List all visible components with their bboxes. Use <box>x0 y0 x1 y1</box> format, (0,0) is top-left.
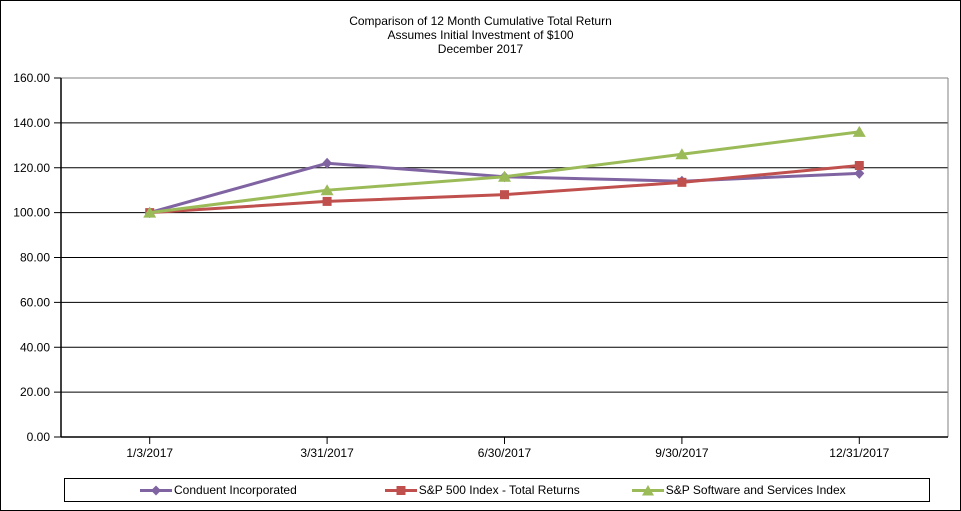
series-1-marker-square <box>677 177 687 187</box>
series-2-marker-triangle <box>143 206 157 218</box>
x-axis-label: 1/3/2017 <box>126 446 173 460</box>
legend-label: S&P 500 Index - Total Returns <box>418 483 580 497</box>
y-axis-label: 60.00 <box>20 295 50 309</box>
legend-diamond-icon <box>151 485 161 495</box>
legend-triangle-icon <box>641 484 654 495</box>
x-axis-label: 12/31/2017 <box>829 446 889 460</box>
series-2-marker-triangle <box>675 148 689 160</box>
legend-label: Conduent Incorporated <box>174 483 297 497</box>
x-axis-label: 9/30/2017 <box>655 446 709 460</box>
series-0-marker-diamond <box>854 167 865 179</box>
y-axis-label: 120.00 <box>13 161 50 175</box>
legend-item-1: S&P 500 Index - Total Returns <box>384 483 580 497</box>
series-2-marker-triangle <box>852 125 866 137</box>
x-axis-label: 6/30/2017 <box>478 446 532 460</box>
legend-marker-icon <box>140 485 172 495</box>
y-axis-label: 160.00 <box>13 71 50 85</box>
x-axis-label: 3/31/2017 <box>300 446 354 460</box>
legend-marker-icon <box>384 485 417 495</box>
chart-legend: Conduent Incorporated S&P 500 Index - Tot… <box>64 478 930 502</box>
chart-title-block: Comparison of 12 Month Cumulative Total … <box>1 14 960 56</box>
legend-label: S&P Software and Services Index <box>665 483 846 497</box>
series-0-marker-diamond <box>322 157 333 169</box>
chart-subtitle: Assumes Initial Investment of $100 <box>387 28 574 42</box>
series-2-marker-triangle <box>498 170 511 182</box>
legend-marker-icon <box>631 484 664 495</box>
series-2-marker-triangle <box>320 184 334 196</box>
y-axis-label: 140.00 <box>13 116 50 130</box>
y-axis-label: 100.00 <box>13 206 50 220</box>
y-axis-label: 0.00 <box>27 430 51 444</box>
legend-square-icon <box>396 485 406 495</box>
series-1-marker-square <box>322 196 332 206</box>
legend-item-0: Conduent Incorporated <box>140 483 297 497</box>
series-1-marker-square <box>854 161 864 171</box>
chart-title: Comparison of 12 Month Cumulative Total … <box>349 14 612 28</box>
y-axis-label: 80.00 <box>20 251 50 265</box>
series-1-marker-square <box>500 190 509 200</box>
y-axis-label: 20.00 <box>20 385 50 399</box>
chart-subtitle-date: December 2017 <box>437 42 524 56</box>
y-axis-label: 40.00 <box>20 340 50 354</box>
legend-item-2: S&P Software and Services Index <box>631 483 846 497</box>
